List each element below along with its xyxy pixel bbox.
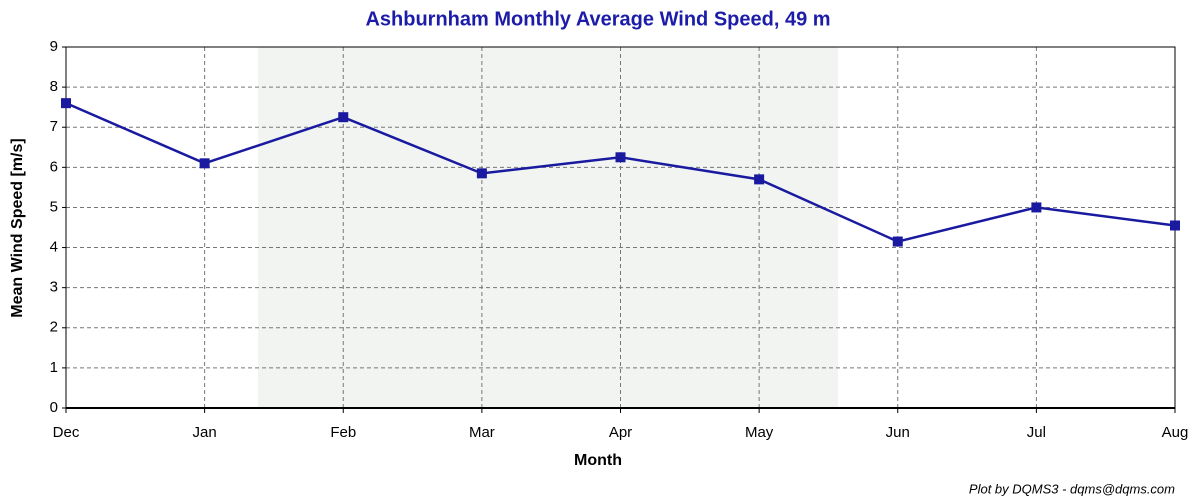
x-tick-label: Apr (609, 424, 632, 441)
watermark (258, 47, 838, 408)
data-point (199, 158, 210, 169)
y-tick-label: 6 (50, 158, 58, 175)
chart-title: Ashburnham Monthly Average Wind Speed, 4… (365, 8, 830, 30)
data-point (338, 112, 349, 123)
y-tick-label: 2 (50, 319, 58, 336)
x-tick-label: Aug (1162, 424, 1189, 441)
y-tick-label: 3 (50, 279, 58, 296)
y-tick-label: 1 (50, 359, 58, 376)
x-tick-label: Feb (330, 424, 356, 441)
x-tick-label: Jan (193, 424, 217, 441)
y-tick-label: 0 (50, 399, 58, 416)
data-point (476, 168, 487, 179)
x-tick-label: May (745, 424, 774, 441)
y-tick-label: 9 (50, 38, 58, 55)
data-point (615, 152, 626, 163)
x-tick-label: Jul (1027, 424, 1046, 441)
y-tick-label: 8 (50, 78, 58, 95)
x-tick-label: Dec (53, 424, 80, 441)
y-tick-label: 5 (50, 198, 58, 215)
data-point (754, 174, 765, 185)
data-point (1031, 202, 1042, 213)
x-tick-label: Mar (469, 424, 495, 441)
data-point (1170, 220, 1180, 231)
x-tick-label: Jun (886, 424, 910, 441)
x-axis-label: Month (574, 452, 622, 469)
y-axis-label: Mean Wind Speed [m/s] (9, 138, 26, 317)
footnote: Plot by DQMS3 - dqms@dqms.com (969, 481, 1175, 496)
data-point (892, 236, 903, 247)
y-tick-label: 4 (50, 239, 58, 256)
y-tick-label: 7 (50, 118, 58, 135)
data-point (61, 98, 71, 109)
